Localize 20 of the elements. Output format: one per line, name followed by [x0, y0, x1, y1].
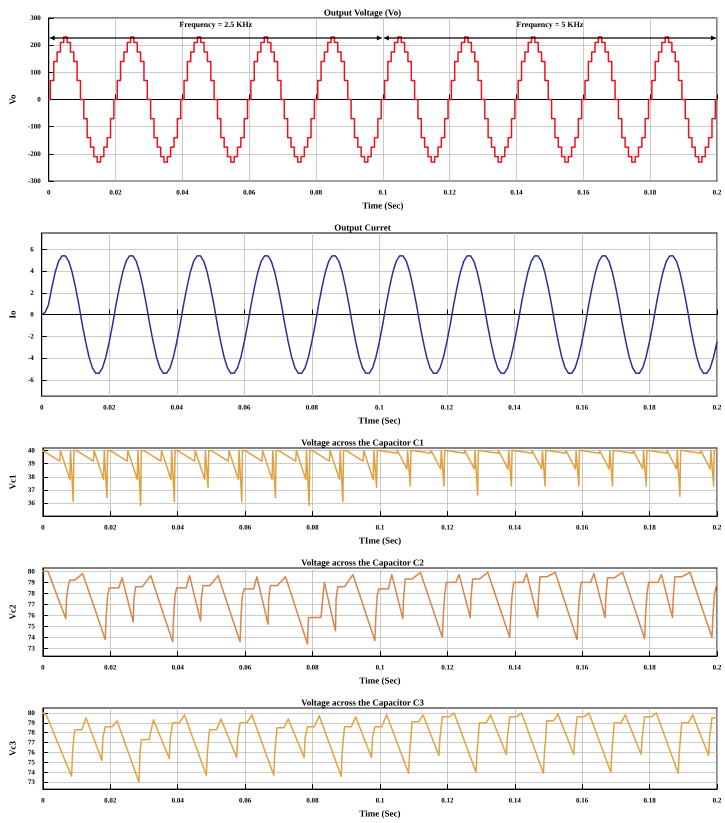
- x-axis-title: TIme (Sec): [358, 416, 400, 426]
- line-series: [40, 255, 718, 374]
- y-axis-title: Vc3: [8, 740, 18, 756]
- line-series: [42, 712, 718, 783]
- annotation: Frequency = 2.5 KHz: [179, 20, 253, 29]
- x-axis-title: Time (Sec): [359, 676, 400, 686]
- y-axis-title: Io: [8, 310, 18, 319]
- x-axis-title: Time (Sec): [362, 200, 404, 210]
- annotation: Frequency = 5 KHz: [516, 20, 584, 29]
- chart-title: Output Curret: [334, 222, 391, 232]
- chart-title: Voltage across the Capacitor C3: [301, 698, 424, 708]
- y-axis-title: Vc2: [8, 604, 18, 620]
- y-axis-title: Vo: [8, 94, 18, 105]
- y-axis-title: Vc1: [8, 474, 18, 490]
- chart-title: Voltage across the Capacitor C1: [301, 438, 424, 448]
- x-axis-title: Time (Sec): [359, 808, 400, 818]
- line-series: [42, 570, 718, 645]
- chart-title: Voltage across the Capacitor C2: [301, 558, 424, 568]
- chart-title: Output Voltage (Vo): [324, 8, 402, 18]
- x-axis-title: TIme (Sec): [358, 536, 402, 546]
